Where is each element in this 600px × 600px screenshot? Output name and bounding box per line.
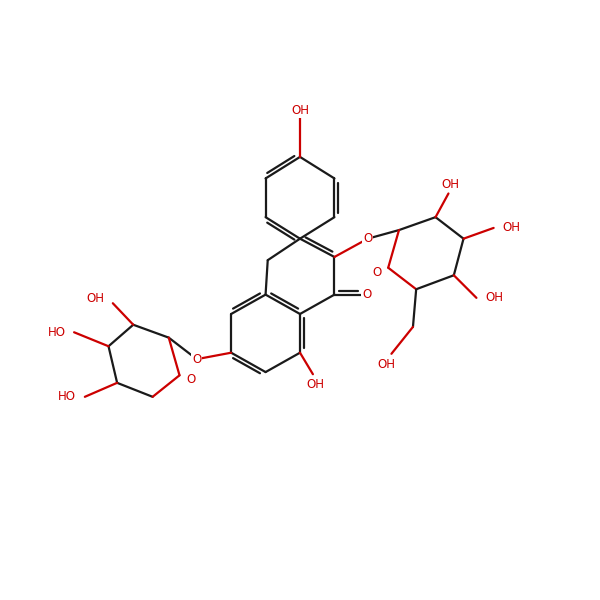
Text: O: O (363, 232, 373, 245)
Text: O: O (186, 373, 195, 386)
Text: OH: OH (485, 292, 503, 304)
Text: O: O (192, 353, 202, 365)
Text: O: O (373, 266, 382, 278)
Text: OH: OH (291, 104, 309, 117)
Text: O: O (192, 353, 202, 365)
Text: OH: OH (502, 221, 520, 235)
Text: OH: OH (86, 292, 104, 305)
Text: HO: HO (47, 326, 65, 339)
Text: O: O (373, 266, 382, 278)
Text: OH: OH (442, 178, 460, 191)
Text: HO: HO (58, 391, 76, 403)
Text: O: O (186, 373, 195, 386)
Text: OH: OH (306, 379, 324, 391)
Text: O: O (362, 288, 371, 301)
Text: O: O (363, 232, 373, 245)
Text: OH: OH (377, 358, 395, 371)
